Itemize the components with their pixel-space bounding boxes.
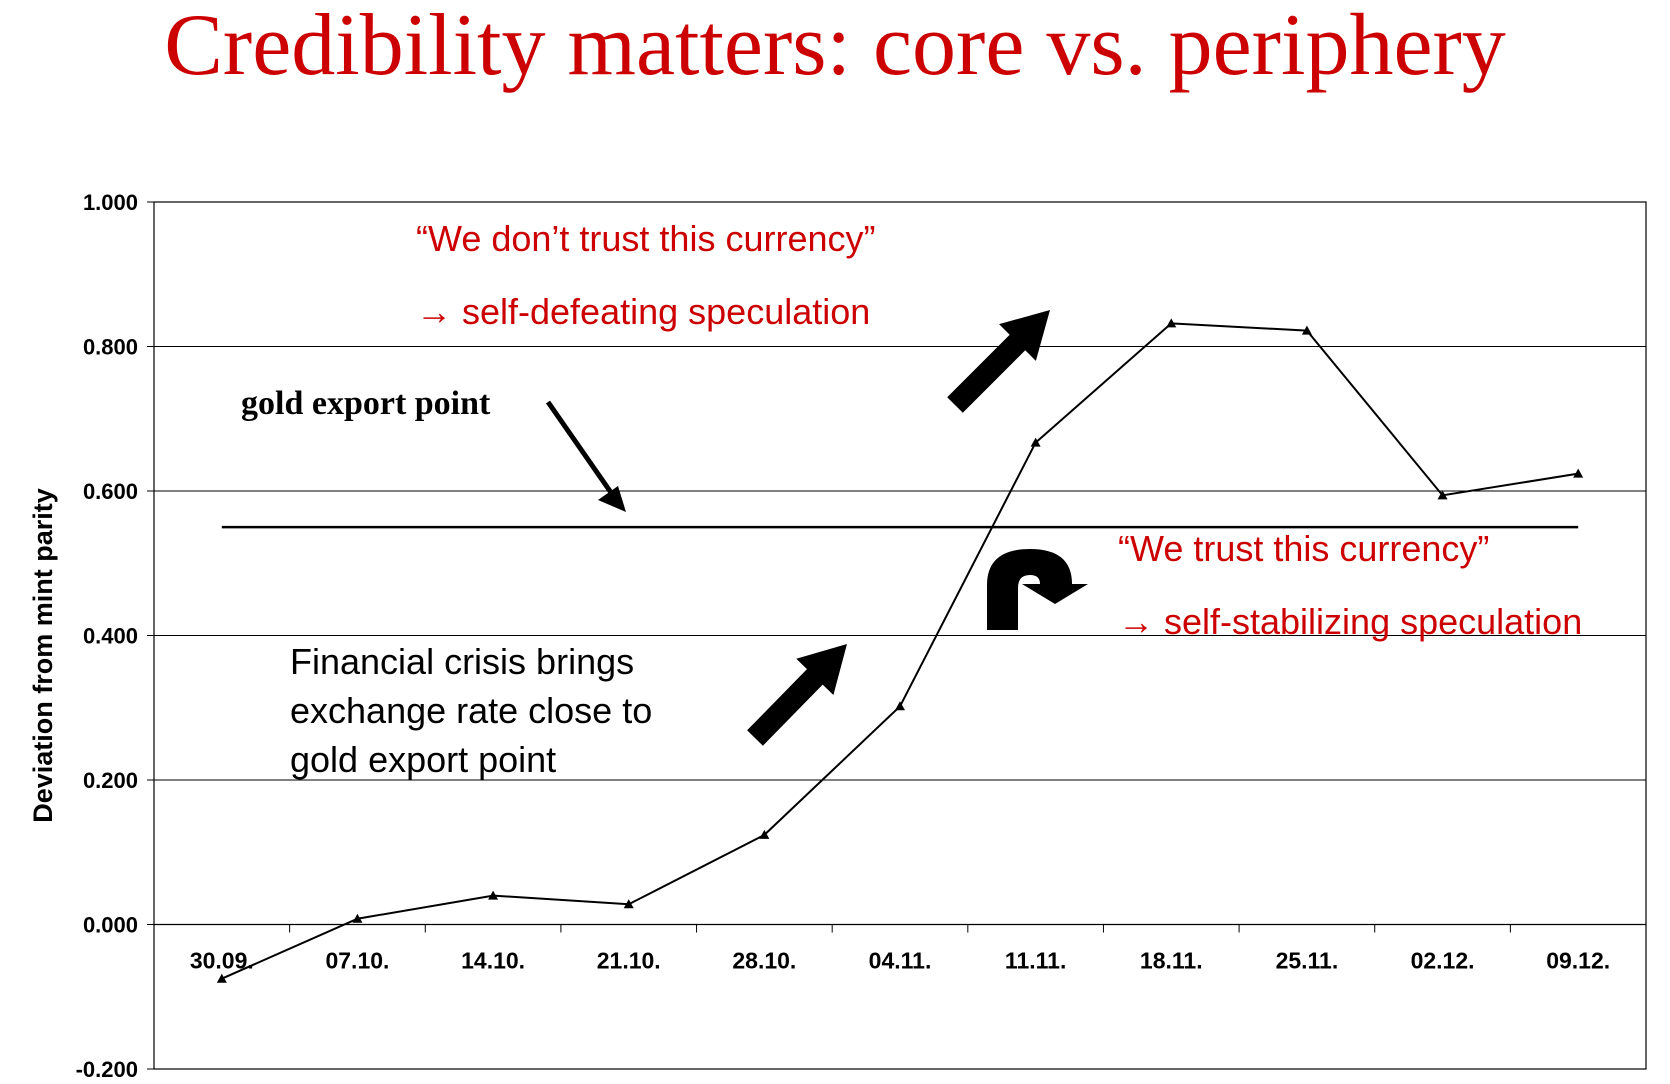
y-tick-label: 0.600 [83,479,138,504]
x-tick-label: 21.10. [597,948,661,974]
gold-export-pointer-shaft [545,400,615,496]
crisis-block-arrow [747,644,847,746]
data-point [895,701,905,711]
annotation-trust-line2: → self-stabilizing speculation [1118,601,1582,642]
x-tick-label: 11.11. [1005,948,1066,974]
annotation-gold-export-point: gold export point [241,385,491,422]
data-point [1437,490,1448,500]
data-point [623,899,634,909]
data-point [216,973,227,983]
data-point [1030,437,1041,447]
gold-export-pointer-head [598,486,626,512]
y-tick-label: 0.000 [83,913,138,938]
data-point [352,913,363,923]
annotation-crisis-line2: exchange rate close to [290,690,652,731]
distrust-block-arrow [947,310,1050,413]
x-tick-label: 07.10. [325,948,389,974]
annotation-distrust-line2: → self-defeating speculation [416,291,870,332]
data-point [488,890,499,900]
x-tick-label: 14.10. [461,948,525,974]
annotation-distrust-line1: “We don’t trust this currency” [416,218,875,259]
annotation-crisis-line1: Financial crisis brings [290,641,634,682]
data-point [1166,318,1177,328]
y-tick-label: 1.000 [83,190,138,215]
x-tick-label: 28.10. [732,948,796,974]
data-point [1301,325,1312,335]
annotation-crisis-line3: gold export point [290,739,556,780]
y-tick-label: 0.800 [83,335,138,360]
y-tick-label: -0.200 [76,1057,138,1082]
data-point [759,829,770,839]
x-tick-label: 02.12. [1411,948,1475,974]
data-point [1573,468,1584,478]
x-tick-label: 04.11. [869,948,932,974]
u-turn-arrow [987,549,1088,630]
x-tick-label: 09.12. [1546,948,1610,974]
y-axis-label: Deviation from mint parity [28,488,58,823]
slide-title: Credibility matters: core vs. periphery [164,0,1506,94]
y-tick-label: 0.200 [83,768,138,793]
annotation-trust-line1: “We trust this currency” [1118,528,1489,569]
x-tick-label: 25.11. [1276,948,1339,974]
y-tick-label: 0.400 [83,624,138,649]
x-tick-label: 18.11. [1140,948,1203,974]
